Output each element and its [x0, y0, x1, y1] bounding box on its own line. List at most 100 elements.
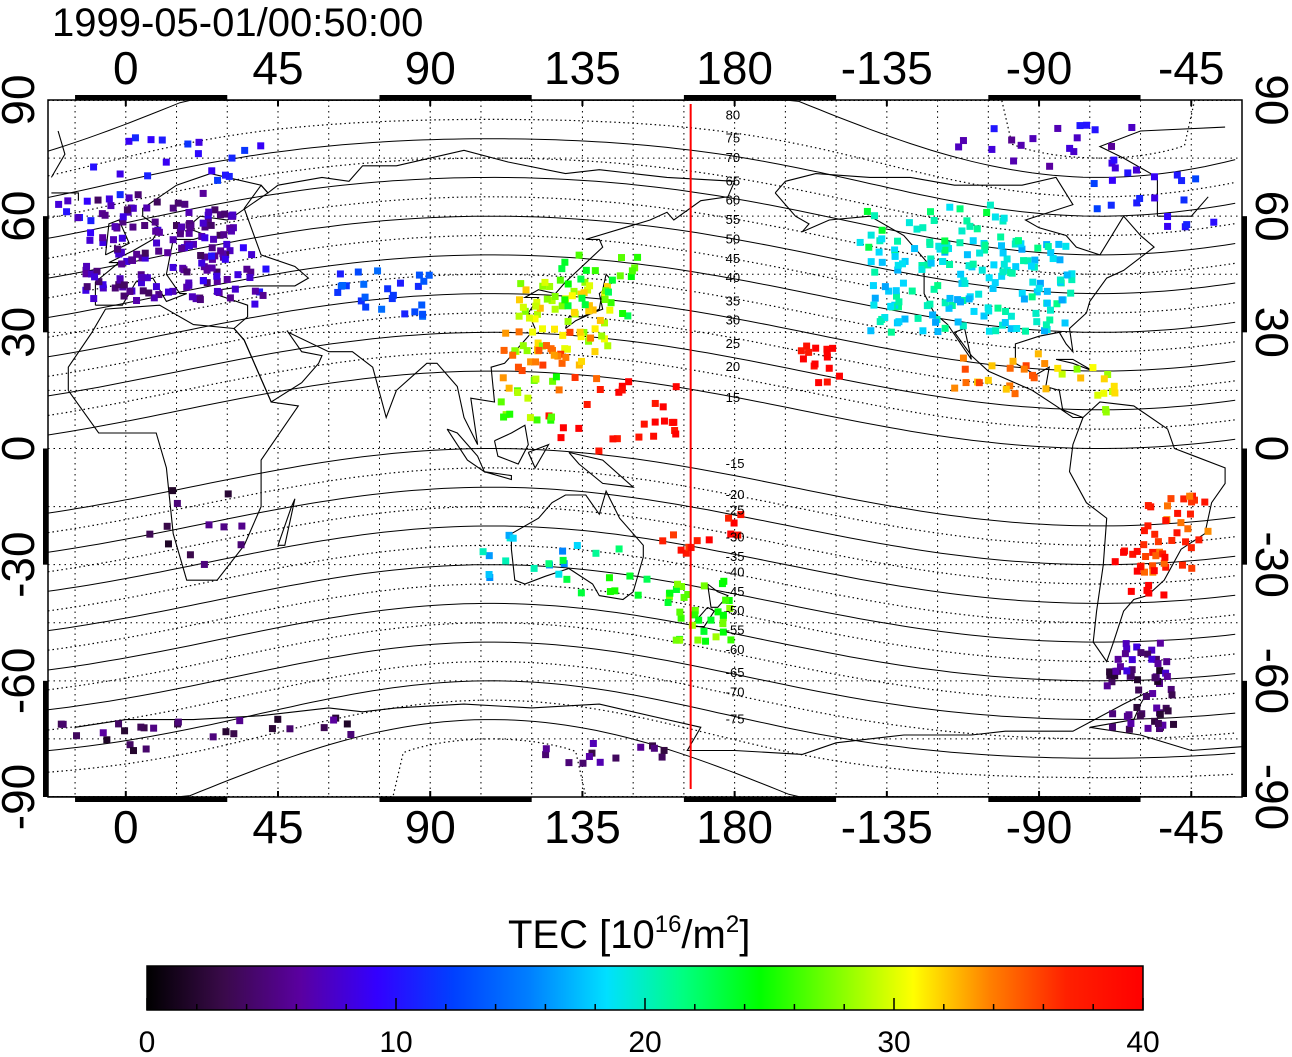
- tec-point: [238, 522, 246, 530]
- tec-point: [803, 342, 811, 350]
- tec-point: [83, 283, 91, 291]
- tec-point: [500, 413, 508, 421]
- tec-point: [186, 220, 194, 228]
- tec-point: [1184, 525, 1192, 533]
- tec-point: [532, 358, 540, 366]
- mag-contour: [48, 602, 1236, 682]
- tec-point: [637, 743, 645, 751]
- tec-point: [1154, 538, 1162, 546]
- tec-point: [221, 210, 229, 218]
- tec-point: [600, 319, 608, 327]
- tec-point: [1033, 288, 1041, 296]
- tec-point: [1144, 502, 1152, 510]
- tec-point: [184, 140, 192, 148]
- tec-point: [1111, 164, 1119, 172]
- tec-point: [150, 724, 158, 732]
- mag-lat-label: -25: [726, 502, 745, 517]
- tec-point: [829, 344, 837, 352]
- coastline: [493, 424, 529, 465]
- tec-point: [1145, 589, 1153, 597]
- tec-point: [1020, 365, 1028, 373]
- tec-point: [959, 137, 967, 145]
- tec-point: [551, 325, 559, 333]
- tec-point: [604, 288, 612, 296]
- tec-point: [565, 759, 573, 767]
- tec-point: [605, 574, 613, 582]
- tec-point: [1046, 306, 1054, 314]
- tec-point: [585, 302, 593, 310]
- tec-point: [913, 225, 921, 233]
- tec-point: [691, 606, 699, 614]
- tec-point: [150, 294, 158, 302]
- tec-point: [672, 383, 680, 391]
- tec-point: [714, 608, 722, 616]
- tec-point: [256, 288, 264, 296]
- tec-point: [210, 235, 218, 243]
- tec-point: [963, 217, 971, 225]
- tec-point: [943, 241, 951, 249]
- tec-point: [930, 285, 938, 293]
- tec-point: [823, 353, 831, 361]
- tec-point: [342, 282, 350, 290]
- tec-point: [535, 346, 543, 354]
- tec-point: [589, 306, 597, 314]
- tec-point: [1111, 558, 1119, 566]
- tec-point: [1159, 721, 1167, 729]
- tec-point: [334, 288, 342, 296]
- tec-point: [1053, 300, 1061, 308]
- tec-point: [875, 248, 883, 256]
- tec-point: [87, 217, 95, 225]
- tec-point: [1120, 548, 1128, 556]
- tec-point: [1022, 327, 1030, 335]
- tec-point: [1136, 712, 1144, 720]
- tec-point: [199, 277, 207, 285]
- tec-point: [998, 272, 1006, 280]
- tec-point: [676, 608, 684, 616]
- tec-point: [956, 205, 964, 213]
- tec-point: [894, 303, 902, 311]
- tec-point: [523, 347, 531, 355]
- x-tick-label: 135: [544, 801, 621, 853]
- tec-point: [164, 249, 172, 257]
- tec-point: [983, 209, 991, 217]
- tec-point: [905, 219, 913, 227]
- tec-point: [575, 251, 583, 259]
- tec-point: [618, 382, 626, 390]
- tec-point: [612, 754, 620, 762]
- tec-point: [217, 247, 225, 255]
- x-tick-label: -135: [841, 42, 933, 94]
- tec-point: [1049, 255, 1057, 263]
- coastline: [213, 149, 736, 445]
- tec-point: [211, 206, 219, 214]
- tec-point: [941, 299, 949, 307]
- tec-point: [1210, 218, 1218, 226]
- colorbar-tick-label: 10: [379, 1026, 412, 1057]
- tec-point: [1100, 375, 1108, 383]
- tec-point: [1133, 703, 1141, 711]
- tec-point: [1011, 390, 1019, 398]
- tec-point: [1036, 279, 1044, 287]
- tec-point: [1083, 121, 1091, 129]
- tec-point: [598, 332, 606, 340]
- tec-point: [152, 227, 160, 235]
- tec-point: [220, 523, 228, 531]
- tec-point: [1028, 293, 1036, 301]
- tec-point: [216, 211, 224, 219]
- tec-point: [1073, 134, 1081, 142]
- tec-point: [1108, 723, 1116, 731]
- tec-point: [485, 552, 493, 560]
- tec-point: [869, 282, 877, 290]
- tec-point: [712, 633, 720, 641]
- tec-point: [1162, 563, 1170, 571]
- tec-point: [208, 252, 216, 260]
- tec-point: [934, 282, 942, 290]
- tec-point: [221, 171, 229, 179]
- tec-point: [1142, 553, 1150, 561]
- mag-lat-label: 35: [726, 293, 740, 308]
- tec-point: [546, 282, 554, 290]
- tec-point: [1149, 562, 1157, 570]
- tec-point: [1142, 692, 1150, 700]
- tec-point: [1043, 299, 1051, 307]
- tec-point: [719, 620, 727, 628]
- tec-point: [919, 224, 927, 232]
